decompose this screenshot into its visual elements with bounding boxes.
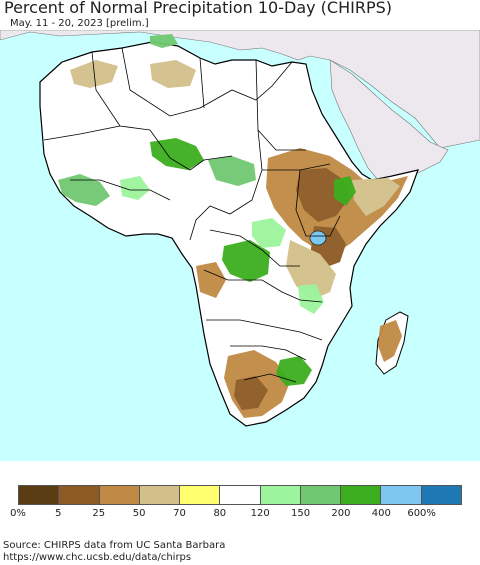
legend-tick-label: 400 <box>371 508 391 519</box>
legend-swatch <box>260 486 301 504</box>
legend-swatch <box>59 486 100 504</box>
legend-swatch <box>300 486 342 504</box>
color-legend <box>18 485 462 505</box>
legend-swatch <box>139 486 181 504</box>
legend-tick-label: 0% <box>10 508 26 519</box>
source-url: https://www.chc.ucsb.edu/data/chirps <box>3 552 192 563</box>
legend-tick-label: 80 <box>213 508 227 519</box>
wet-anomaly-patches <box>58 34 356 386</box>
legend-tick-label: 150 <box>290 508 311 519</box>
legend-tick-label: 25 <box>92 508 106 519</box>
source-credit: Source: CHIRPS data from UC Santa Barbar… <box>3 540 226 551</box>
africa-precipitation-map <box>0 30 480 461</box>
legend-tick-label: 50 <box>132 508 146 519</box>
europe-middle-east-landmass <box>0 30 480 149</box>
country-borders <box>43 47 341 383</box>
legend-swatch <box>99 486 140 504</box>
legend-swatch <box>180 486 221 504</box>
legend-swatch <box>421 486 461 504</box>
map-title: Percent of Normal Precipitation 10-Day (… <box>4 0 393 17</box>
legend-tick-label: 5 <box>55 508 62 519</box>
arabian-peninsula <box>329 59 449 183</box>
map-date-range: May. 11 - 20, 2023 [prelim.] <box>10 18 149 29</box>
legend-tick-label: 70 <box>173 508 186 519</box>
legend-swatch <box>19 486 60 504</box>
legend-swatch <box>220 486 261 504</box>
legend-swatch <box>381 486 422 504</box>
legend-tick-label: 200 <box>331 508 351 519</box>
lake-victoria <box>309 230 327 246</box>
legend-tick-label: 600% <box>407 508 436 519</box>
legend-tick-label: 120 <box>250 508 270 519</box>
legend-swatch <box>341 486 382 504</box>
